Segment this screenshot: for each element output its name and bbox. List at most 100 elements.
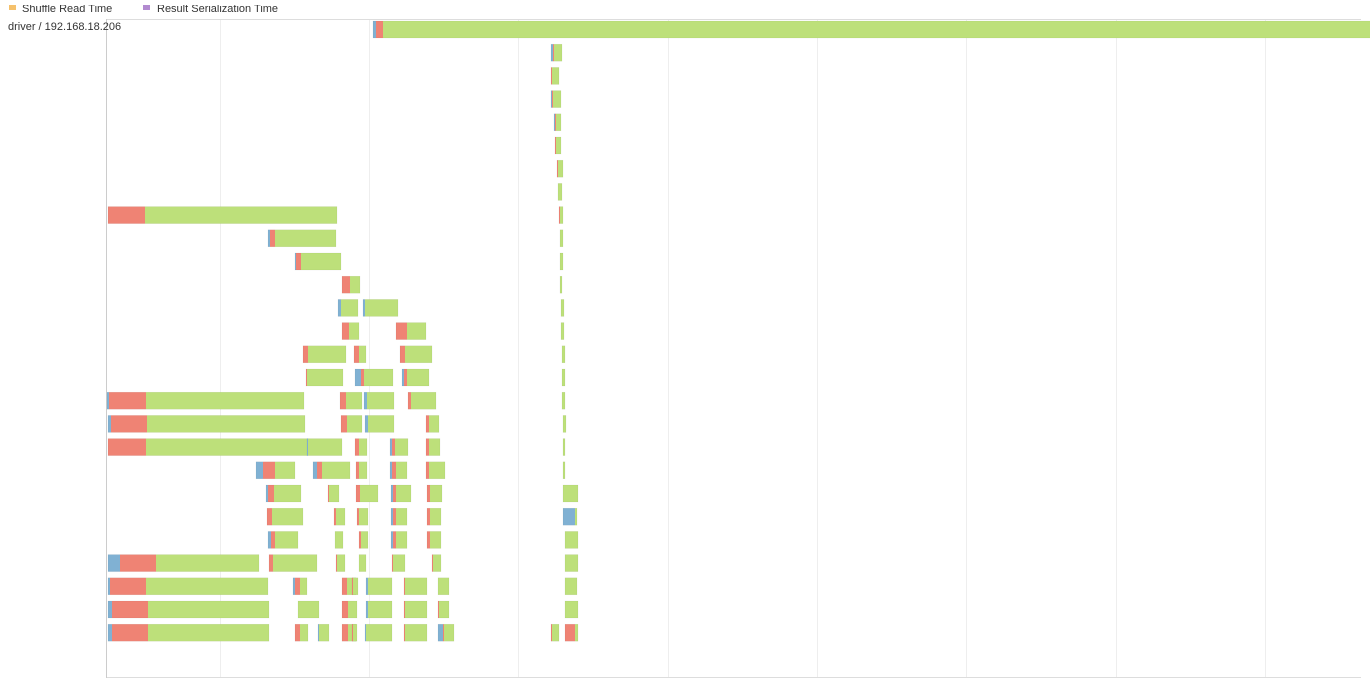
task-segment <box>301 253 341 270</box>
task-segment <box>263 461 275 479</box>
task-outline <box>562 415 567 433</box>
task-segment <box>396 461 407 479</box>
task-outline <box>372 20 1370 39</box>
task <box>107 206 338 224</box>
task-segment <box>429 415 439 433</box>
task-segment <box>443 624 444 642</box>
task-outline <box>564 554 579 572</box>
task-segment <box>355 369 361 386</box>
task <box>399 345 433 364</box>
task-outline <box>362 299 399 317</box>
task-outline <box>302 345 347 364</box>
task-segment <box>146 577 268 595</box>
task-outline <box>333 507 346 526</box>
task-segment <box>404 369 407 386</box>
task-segment <box>563 508 575 526</box>
task-segment <box>275 531 298 549</box>
task-segment <box>427 485 430 502</box>
task-outline <box>107 623 270 642</box>
task-segment <box>396 531 407 549</box>
task-segment <box>275 461 295 479</box>
task <box>107 577 269 596</box>
task-segment <box>306 369 307 386</box>
task-outline <box>339 391 363 410</box>
task-segment <box>383 21 1370 38</box>
task-outline <box>562 484 579 503</box>
task-outline <box>425 438 441 456</box>
task-segment <box>356 461 359 479</box>
task-segment <box>575 508 577 526</box>
task-segment <box>396 508 407 526</box>
task-segment <box>359 438 367 456</box>
task-segment <box>391 531 393 549</box>
task-segment <box>560 276 562 294</box>
task-segment <box>342 601 348 618</box>
task-segment <box>268 485 274 502</box>
task-segment <box>300 577 307 595</box>
task-segment <box>108 601 112 618</box>
task-segment <box>552 67 559 85</box>
task-outline <box>559 252 564 271</box>
task <box>358 554 367 572</box>
task-segment <box>557 160 558 178</box>
task-segment <box>400 345 405 363</box>
task <box>426 507 442 526</box>
task-segment <box>429 461 445 479</box>
task-outline <box>351 577 359 596</box>
task <box>297 600 320 619</box>
task-segment <box>430 485 442 502</box>
task-segment <box>270 229 275 247</box>
task-segment <box>560 206 563 224</box>
task-outline <box>334 531 344 549</box>
task-outline <box>306 438 343 456</box>
task-segment <box>562 392 565 410</box>
task-segment <box>295 253 296 270</box>
task-segment <box>337 554 345 572</box>
task-outline <box>564 623 579 642</box>
task-segment <box>308 345 346 363</box>
task-outline <box>562 438 566 456</box>
task-segment <box>303 345 308 363</box>
task <box>425 415 440 433</box>
task <box>106 391 305 410</box>
task <box>353 345 367 364</box>
task-outline <box>561 391 566 410</box>
task <box>564 577 578 596</box>
task-segment <box>365 299 398 317</box>
task-outline <box>425 461 446 480</box>
task-segment <box>110 577 146 595</box>
task-segment <box>565 601 578 618</box>
task-outline <box>550 43 563 62</box>
task-segment <box>365 624 366 642</box>
task <box>334 531 344 549</box>
task-segment <box>268 531 271 549</box>
task-segment <box>108 624 112 642</box>
task <box>364 415 395 433</box>
task-outline <box>399 345 433 364</box>
task-segment <box>561 299 564 317</box>
task-outline <box>358 554 367 572</box>
task-segment <box>427 531 430 549</box>
task-segment <box>111 415 147 433</box>
task-segment <box>342 577 347 595</box>
task-outline <box>107 554 260 572</box>
task-outline <box>426 531 442 549</box>
task-outline <box>564 577 578 596</box>
task-outline <box>266 507 304 526</box>
task-segment <box>357 508 359 526</box>
task-segment <box>350 276 360 294</box>
task-segment <box>390 438 392 456</box>
task-segment <box>368 415 394 433</box>
task-outline <box>407 391 437 410</box>
task-segment <box>553 44 554 62</box>
task-outline <box>268 554 318 572</box>
task <box>351 577 359 596</box>
task-segment <box>359 461 367 479</box>
task <box>559 229 564 248</box>
task-outline <box>354 438 368 456</box>
task-outline <box>550 623 560 642</box>
task <box>306 438 343 456</box>
task-segment <box>352 624 353 642</box>
task-segment <box>308 438 342 456</box>
task <box>401 368 430 387</box>
